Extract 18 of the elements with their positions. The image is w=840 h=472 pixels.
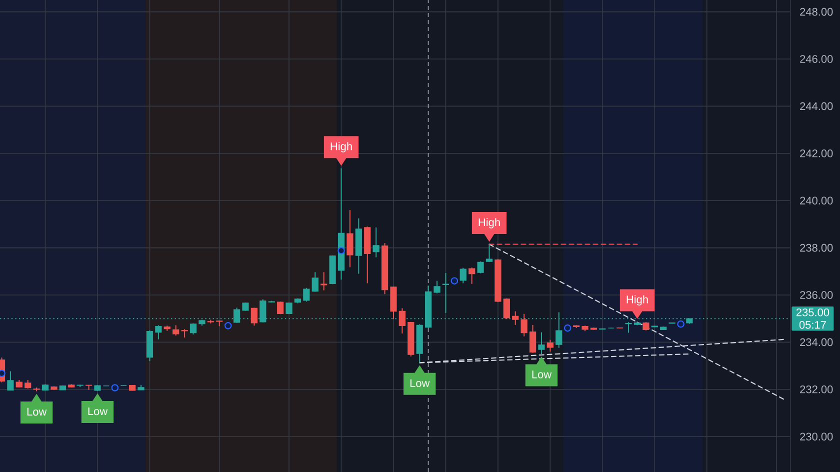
y-tick-label: 246.00 (800, 55, 833, 63)
y-tick-label: 248.00 (800, 8, 833, 16)
y-tick-label: 232.00 (800, 386, 833, 394)
y-tick-label: 244.00 (800, 102, 833, 110)
annotation: High (478, 218, 500, 228)
y-tick-label: 240.00 (800, 196, 833, 204)
y-tick-label: 238.00 (800, 244, 833, 252)
y-tick-label: 234.00 (800, 338, 833, 346)
ref-line-label: 235.00 05:17 (796, 308, 830, 329)
annotation: High (330, 142, 352, 152)
annotation: Low (410, 379, 430, 388)
y-tick-label: 230.00 (800, 432, 833, 440)
y-tick-label: 236.00 (800, 291, 833, 299)
annotation: Low (27, 408, 47, 416)
annotation: High (626, 295, 648, 306)
y-tick-label: 242.00 (800, 149, 833, 158)
annotation: Low (88, 407, 108, 416)
annotation: Low (532, 370, 552, 378)
